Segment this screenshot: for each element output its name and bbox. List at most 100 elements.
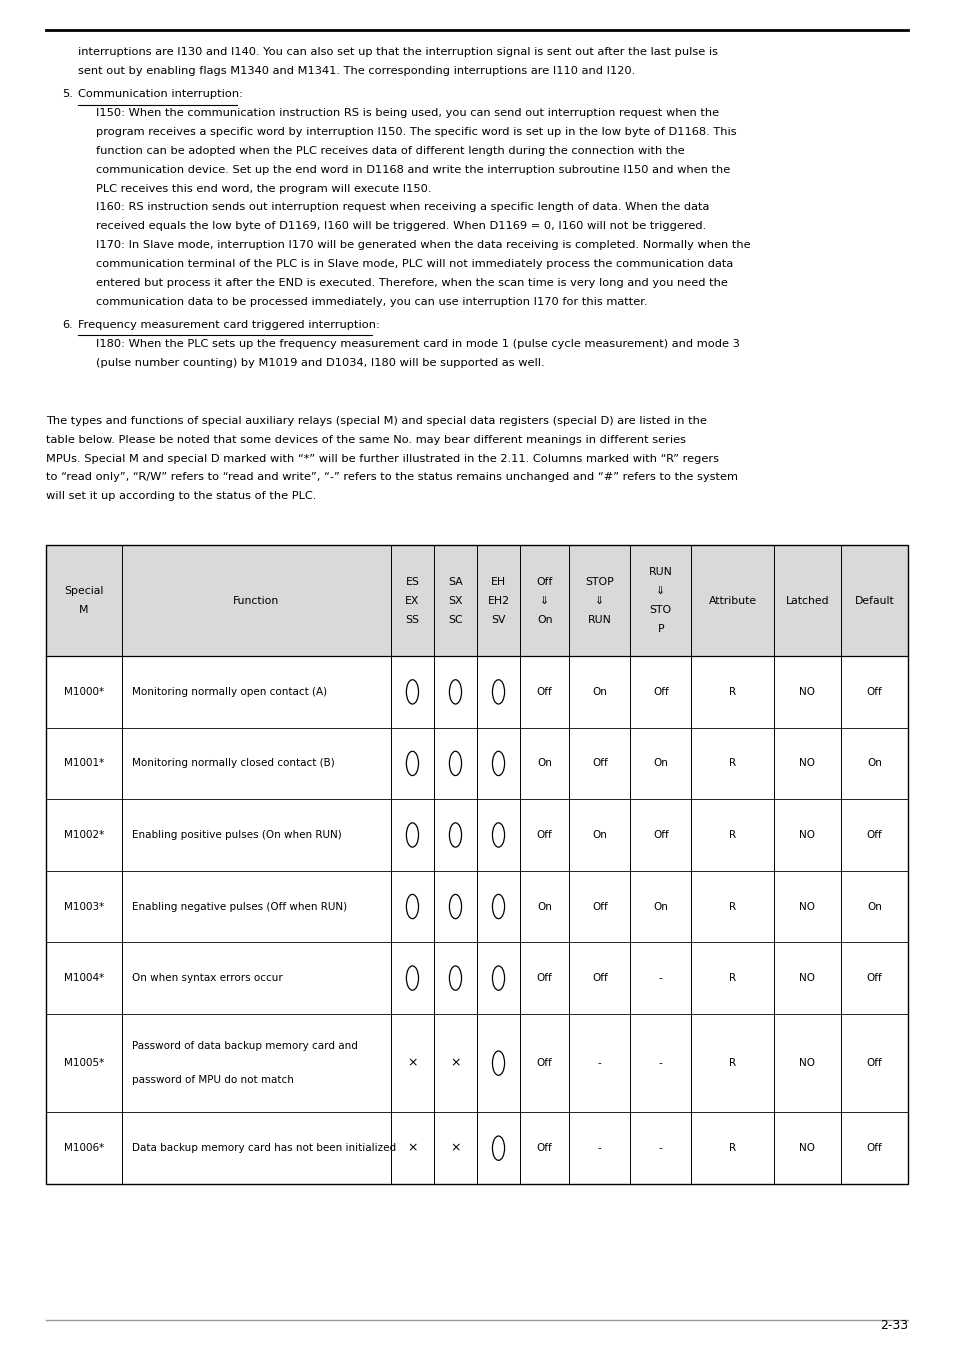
Text: Frequency measurement card triggered interruption:: Frequency measurement card triggered int…: [78, 320, 379, 329]
Text: Off: Off: [591, 973, 607, 983]
Text: ⇓: ⇓: [539, 595, 549, 606]
Text: Off: Off: [537, 1143, 552, 1153]
Text: The types and functions of special auxiliary relays (special M) and special data: The types and functions of special auxil…: [46, 416, 706, 425]
Text: (pulse number counting) by M1019 and D1034, I180 will be supported as well.: (pulse number counting) by M1019 and D10…: [96, 358, 544, 367]
Text: 6.: 6.: [62, 320, 72, 329]
Text: Communication interruption:: Communication interruption:: [78, 89, 243, 99]
Text: PLC receives this end word, the program will execute I150.: PLC receives this end word, the program …: [96, 184, 432, 193]
Text: Off: Off: [537, 687, 552, 697]
Text: to “read only”, “R/W” refers to “read and write”, “-” refers to the status remai: to “read only”, “R/W” refers to “read an…: [46, 472, 737, 482]
Text: Function: Function: [233, 595, 279, 606]
Text: On: On: [866, 902, 882, 911]
Text: EH2: EH2: [487, 595, 509, 606]
Text: NO: NO: [799, 973, 815, 983]
Text: communication data to be processed immediately, you can use interruption I170 fo: communication data to be processed immed…: [96, 297, 647, 306]
Text: Off: Off: [866, 830, 882, 840]
Text: -: -: [598, 1058, 601, 1068]
Text: -: -: [659, 1143, 662, 1153]
Text: ×: ×: [407, 1142, 417, 1154]
Text: R: R: [728, 759, 736, 768]
Text: table below. Please be noted that some devices of the same No. may bear differen: table below. Please be noted that some d…: [46, 435, 685, 444]
Text: ×: ×: [450, 1057, 460, 1069]
Text: R: R: [728, 973, 736, 983]
Text: 5.: 5.: [62, 89, 72, 99]
Text: P: P: [657, 624, 663, 634]
Text: function can be adopted when the PLC receives data of different length during th: function can be adopted when the PLC rec…: [96, 146, 684, 155]
Text: ⇓: ⇓: [656, 586, 664, 597]
Text: On: On: [592, 687, 607, 697]
Text: Monitoring normally open contact (A): Monitoring normally open contact (A): [132, 687, 326, 697]
Text: I180: When the PLC sets up the frequency measurement card in mode 1 (pulse cycle: I180: When the PLC sets up the frequency…: [96, 339, 740, 348]
Text: Off: Off: [537, 973, 552, 983]
Text: communication terminal of the PLC is in Slave mode, PLC will not immediately pro: communication terminal of the PLC is in …: [96, 259, 733, 269]
Text: On when syntax errors occur: On when syntax errors occur: [132, 973, 282, 983]
Text: NO: NO: [799, 902, 815, 911]
Text: On: On: [653, 902, 667, 911]
Text: On: On: [537, 759, 552, 768]
Text: M1002*: M1002*: [64, 830, 104, 840]
Text: Off: Off: [537, 830, 552, 840]
Text: ×: ×: [407, 1057, 417, 1069]
Text: ×: ×: [450, 1142, 460, 1154]
Text: SV: SV: [491, 614, 505, 625]
Text: NO: NO: [799, 1143, 815, 1153]
Text: NO: NO: [799, 759, 815, 768]
Text: will set it up according to the status of the PLC.: will set it up according to the status o…: [46, 491, 315, 501]
Text: entered but process it after the END is executed. Therefore, when the scan time : entered but process it after the END is …: [96, 278, 727, 288]
Text: Special: Special: [64, 586, 104, 597]
Text: On: On: [866, 759, 882, 768]
Text: R: R: [728, 1143, 736, 1153]
Text: STO: STO: [649, 605, 671, 616]
Text: NO: NO: [799, 1058, 815, 1068]
Text: Default: Default: [854, 595, 894, 606]
Text: M1001*: M1001*: [64, 759, 104, 768]
Text: R: R: [728, 687, 736, 697]
Text: Off: Off: [537, 1058, 552, 1068]
Text: Off: Off: [652, 687, 668, 697]
Text: SC: SC: [448, 614, 462, 625]
Text: I160: RS instruction sends out interruption request when receiving a specific le: I160: RS instruction sends out interrupt…: [96, 202, 709, 212]
Text: M1006*: M1006*: [64, 1143, 104, 1153]
Text: STOP: STOP: [585, 576, 614, 587]
Text: On: On: [592, 830, 607, 840]
Text: R: R: [728, 830, 736, 840]
Text: M1003*: M1003*: [64, 902, 104, 911]
Text: Latched: Latched: [784, 595, 828, 606]
Text: Data backup memory card has not been initialized: Data backup memory card has not been ini…: [132, 1143, 395, 1153]
Text: M: M: [79, 605, 89, 616]
Text: password of MPU do not match: password of MPU do not match: [132, 1075, 294, 1085]
Text: Off: Off: [866, 1058, 882, 1068]
Text: On: On: [653, 759, 667, 768]
Text: Enabling positive pulses (On when RUN): Enabling positive pulses (On when RUN): [132, 830, 341, 840]
Text: Off: Off: [536, 576, 553, 587]
Text: -: -: [598, 1143, 601, 1153]
Text: SA: SA: [448, 576, 462, 587]
Text: 2-33: 2-33: [880, 1319, 907, 1332]
Text: NO: NO: [799, 830, 815, 840]
Text: SS: SS: [405, 614, 419, 625]
Text: MPUs. Special M and special D marked with “*” will be further illustrated in the: MPUs. Special M and special D marked wit…: [46, 454, 718, 463]
Text: On: On: [537, 902, 552, 911]
Text: EH: EH: [491, 576, 505, 587]
Text: Off: Off: [591, 759, 607, 768]
Text: EX: EX: [405, 595, 419, 606]
Text: Off: Off: [866, 1143, 882, 1153]
Text: M1004*: M1004*: [64, 973, 104, 983]
Text: On: On: [537, 614, 552, 625]
Text: Monitoring normally closed contact (B): Monitoring normally closed contact (B): [132, 759, 334, 768]
Text: communication device. Set up the end word in D1168 and write the interruption su: communication device. Set up the end wor…: [96, 165, 730, 174]
Text: NO: NO: [799, 687, 815, 697]
Text: RUN: RUN: [587, 614, 611, 625]
Text: Attribute: Attribute: [708, 595, 756, 606]
Text: R: R: [728, 1058, 736, 1068]
Text: Password of data backup memory card and: Password of data backup memory card and: [132, 1041, 357, 1052]
Text: I150: When the communication instruction RS is being used, you can send out inte: I150: When the communication instruction…: [96, 108, 719, 117]
Text: M1005*: M1005*: [64, 1058, 104, 1068]
Text: M1000*: M1000*: [64, 687, 104, 697]
Text: program receives a specific word by interruption I150. The specific word is set : program receives a specific word by inte…: [96, 127, 737, 136]
Text: Enabling negative pulses (Off when RUN): Enabling negative pulses (Off when RUN): [132, 902, 346, 911]
Text: Off: Off: [591, 902, 607, 911]
Text: -: -: [659, 1058, 662, 1068]
Text: R: R: [728, 902, 736, 911]
Text: interruptions are I130 and I140. You can also set up that the interruption signa: interruptions are I130 and I140. You can…: [78, 47, 718, 57]
